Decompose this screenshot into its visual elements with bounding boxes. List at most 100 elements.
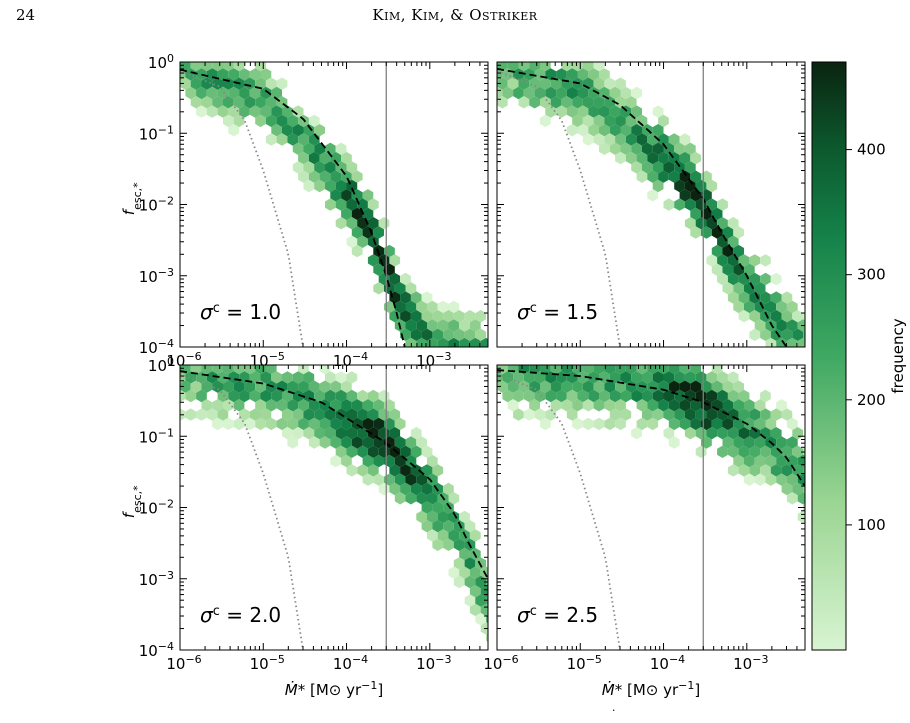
hex-cell bbox=[255, 114, 266, 128]
hex-cell bbox=[330, 380, 342, 393]
hex-cell bbox=[717, 427, 728, 440]
hex-cell bbox=[615, 77, 626, 90]
axis-ticks bbox=[179, 61, 489, 348]
hex-cell bbox=[228, 68, 240, 81]
hexbin-density bbox=[497, 353, 805, 524]
hex-cell bbox=[776, 454, 787, 468]
hex-cell bbox=[738, 389, 750, 403]
hex-cell bbox=[534, 86, 546, 100]
hex-cell bbox=[738, 464, 750, 477]
hex-cell bbox=[733, 454, 744, 468]
x-tick-label: 10−4 bbox=[333, 653, 368, 674]
hex-cell bbox=[394, 417, 406, 431]
hex-cell bbox=[711, 244, 723, 258]
hex-cell bbox=[572, 417, 583, 431]
hex-cell bbox=[738, 427, 750, 440]
hex-cell bbox=[244, 365, 256, 375]
hex-cell bbox=[459, 547, 470, 561]
hex-cell bbox=[540, 96, 551, 109]
hex-cell bbox=[373, 454, 384, 468]
hex-cell bbox=[674, 353, 685, 365]
hex-cell bbox=[642, 389, 653, 403]
hex-cell bbox=[582, 62, 594, 72]
hex-cell bbox=[620, 142, 632, 155]
hex-cell bbox=[631, 427, 642, 440]
hex-cell bbox=[287, 399, 299, 412]
hex-cell bbox=[770, 272, 782, 286]
hex-cell bbox=[722, 226, 734, 239]
hex-cell bbox=[507, 77, 519, 90]
hex-cell bbox=[469, 529, 481, 542]
hex-cell bbox=[394, 436, 406, 449]
hex-cell bbox=[276, 399, 288, 412]
hex-cell bbox=[341, 380, 352, 393]
hex-cell bbox=[658, 114, 669, 128]
hex-cell bbox=[647, 170, 659, 183]
hex-cell bbox=[513, 86, 524, 100]
hex-cell bbox=[663, 408, 675, 421]
hex-cell bbox=[453, 575, 465, 589]
hex-cell bbox=[545, 353, 556, 365]
hex-cell bbox=[685, 353, 696, 365]
hex-cell bbox=[443, 520, 454, 533]
hex-cell bbox=[169, 78, 180, 90]
hex-cell bbox=[228, 105, 240, 118]
hex-cell bbox=[432, 538, 444, 551]
y-tick-label: 10−3 bbox=[139, 265, 174, 286]
panel-annotation: σc = 2.5 bbox=[517, 603, 598, 627]
hex-cell bbox=[690, 399, 701, 412]
hex-cell bbox=[609, 105, 621, 118]
hex-cell bbox=[754, 399, 766, 412]
hex-cell bbox=[765, 337, 777, 347]
hex-cell bbox=[593, 133, 605, 146]
hex-cell bbox=[265, 365, 277, 375]
hex-cell bbox=[314, 179, 325, 193]
hex-cell bbox=[567, 353, 578, 365]
hex-cell bbox=[432, 520, 444, 533]
hex-cell bbox=[647, 151, 659, 165]
hex-cell bbox=[389, 482, 401, 496]
hex-cell bbox=[615, 114, 626, 128]
hex-cell bbox=[545, 389, 557, 403]
hex-cell bbox=[760, 254, 771, 267]
hex-cell bbox=[749, 254, 761, 267]
hex-cell bbox=[717, 389, 728, 403]
hex-cell bbox=[770, 445, 782, 458]
hex-cell bbox=[298, 399, 309, 412]
hex-cell bbox=[346, 198, 358, 211]
hex-cell bbox=[185, 371, 197, 384]
hex-cell bbox=[233, 114, 245, 128]
hex-cell bbox=[475, 310, 487, 323]
hex-cell bbox=[588, 105, 599, 118]
hex-cell bbox=[765, 300, 777, 314]
hex-cell bbox=[566, 389, 578, 403]
hex-cell bbox=[749, 445, 761, 458]
hex-cell bbox=[599, 353, 610, 365]
hex-cell bbox=[513, 389, 524, 403]
hex-cell bbox=[545, 50, 556, 62]
hex-cell bbox=[674, 408, 685, 421]
hex-cell bbox=[652, 142, 664, 155]
hex-cell bbox=[524, 353, 535, 365]
hex-cell bbox=[443, 328, 454, 341]
hex-cell bbox=[427, 473, 438, 486]
hex-cell bbox=[164, 87, 175, 99]
hex-cell bbox=[308, 417, 320, 431]
hex-cell bbox=[610, 353, 621, 365]
hex-cell bbox=[249, 408, 261, 421]
hex-cell bbox=[524, 50, 535, 62]
hex-cell bbox=[588, 371, 599, 384]
hex-cell bbox=[770, 464, 782, 477]
hex-cell bbox=[711, 263, 723, 276]
hex-cell bbox=[690, 380, 701, 393]
hex-cell bbox=[249, 68, 261, 81]
hex-cell bbox=[534, 371, 546, 384]
hex-cell bbox=[303, 124, 315, 137]
hex-cell bbox=[609, 142, 621, 155]
hex-cell bbox=[421, 291, 433, 304]
hex-cell bbox=[733, 399, 744, 412]
hex-cell bbox=[593, 380, 605, 393]
hex-cell bbox=[684, 142, 696, 155]
hex-cell bbox=[754, 282, 766, 295]
